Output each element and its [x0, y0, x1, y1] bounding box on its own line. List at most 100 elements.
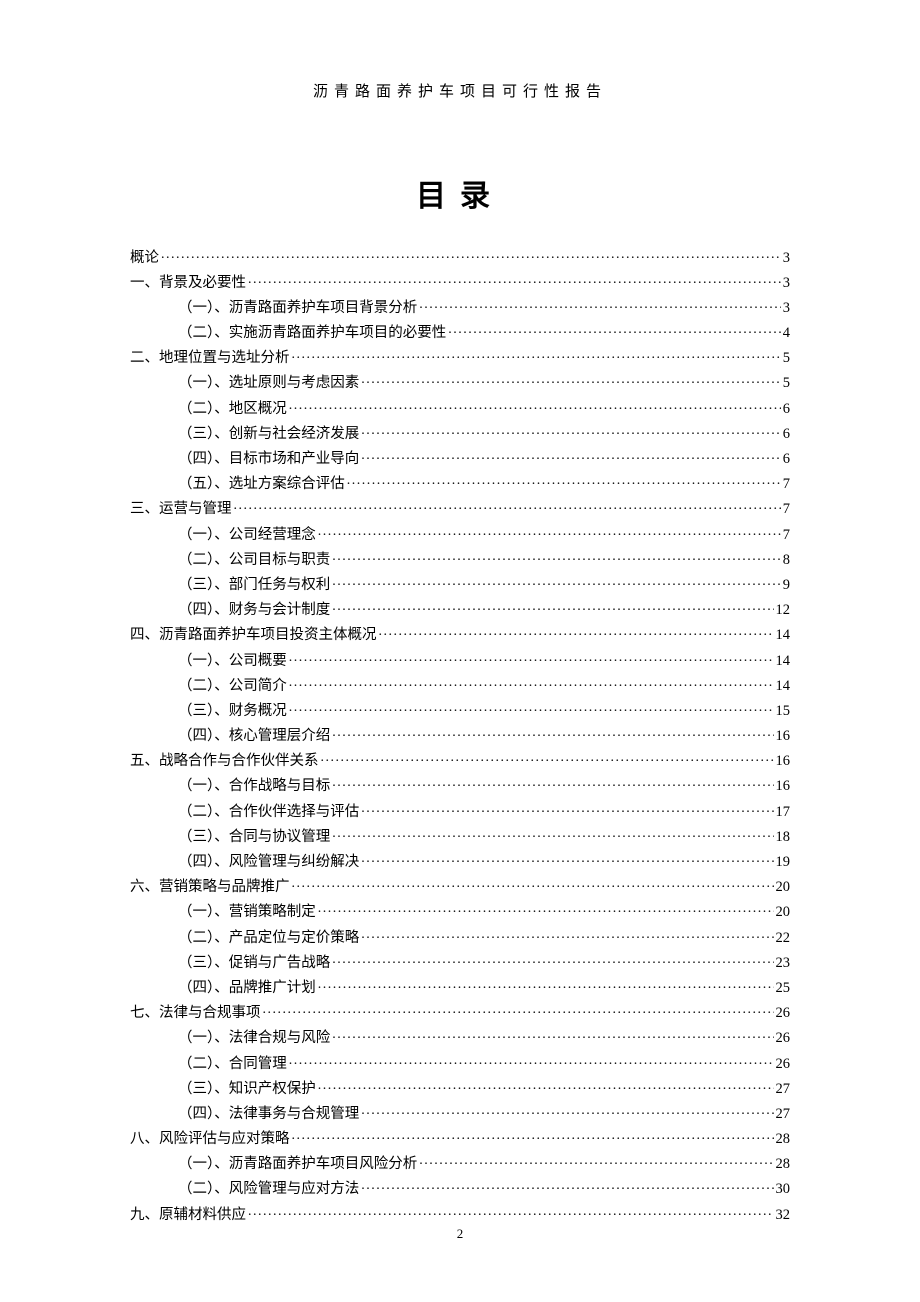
toc-entry-label: （二）、实施沥青路面养护车项目的必要性 [178, 326, 446, 341]
toc-entry-label: （三）、财务概况 [178, 704, 287, 719]
toc-entry-page: 26 [776, 1006, 791, 1021]
toc-entry-label: （四）、财务与会计制度 [178, 603, 330, 618]
toc-entry: 六、营销策略与品牌推广 20 [130, 877, 790, 895]
toc-entry-page: 3 [783, 301, 790, 316]
toc-entry: （二）、实施沥青路面养护车项目的必要性 4 [130, 323, 790, 341]
toc-entry-label: （二）、合同管理 [178, 1057, 287, 1072]
toc-entry-page: 4 [783, 326, 790, 341]
toc-dots [332, 600, 773, 615]
toc-dots [419, 1154, 773, 1169]
toc-entry: （二）、公司简介 14 [130, 675, 790, 693]
toc-entry-label: （一）、沥青路面养护车项目背景分析 [178, 301, 417, 316]
toc-entry-label: 二、地理位置与选址分析 [130, 351, 290, 366]
toc-dots [248, 1204, 774, 1219]
toc-entry-page: 14 [776, 679, 791, 694]
toc-entry-label: （一）、选址原则与考虑因素 [178, 376, 359, 391]
toc-dots [361, 373, 781, 388]
toc-entry-page: 16 [776, 754, 791, 769]
toc-entry: （一）、沥青路面养护车项目风险分析 28 [130, 1154, 790, 1172]
toc-entry-label: （三）、知识产权保护 [178, 1082, 316, 1097]
toc-entry-label: 八、风险评估与应对策略 [130, 1132, 290, 1147]
toc-entry-page: 26 [776, 1031, 791, 1046]
toc-entry: 九、原辅材料供应32 [130, 1204, 790, 1222]
toc-entry-label: （三）、创新与社会经济发展 [178, 427, 359, 442]
toc-entry-page: 26 [776, 1057, 791, 1072]
toc-entry: （三）、创新与社会经济发展6 [130, 423, 790, 441]
document-header: 沥青路面养护车项目可行性报告 [130, 80, 790, 101]
toc-dots [292, 348, 781, 363]
toc-entry-page: 14 [776, 628, 791, 643]
toc-entry-page: 28 [776, 1157, 791, 1172]
toc-dots [289, 675, 774, 690]
toc-dots [332, 549, 781, 564]
toc-dots [332, 776, 773, 791]
toc-entry-label: （二）、地区概况 [178, 402, 287, 417]
toc-entry: （一）、公司概要14 [130, 650, 790, 668]
toc-dots [379, 625, 774, 640]
toc-entry: （三）、财务概况15 [130, 700, 790, 718]
toc-entry-label: （二）、公司目标与职责 [178, 553, 330, 568]
toc-dots [289, 398, 781, 413]
toc-entry-label: （三）、合同与协议管理 [178, 830, 330, 845]
toc-entry-label: （三）、部门任务与权利 [178, 578, 330, 593]
toc-entry: （四）、法律事务与合规管理27 [130, 1103, 790, 1121]
toc-entry-label: （二）、风险管理与应对方法 [178, 1182, 359, 1197]
toc-dots [332, 726, 773, 741]
toc-entry: （五）、选址方案综合评估 7 [130, 474, 790, 492]
toc-entry-label: （五）、选址方案综合评估 [178, 477, 345, 492]
toc-entry: 七、法律与合规事项 26 [130, 1003, 790, 1021]
toc-entry-page: 5 [783, 351, 790, 366]
toc-entry-label: （一）、公司经营理念 [178, 528, 316, 543]
toc-entry: （一）、合作战略与目标16 [130, 776, 790, 794]
toc-entry-page: 23 [776, 956, 791, 971]
toc-entry: 三、运营与管理7 [130, 499, 790, 517]
toc-dots [161, 247, 781, 262]
toc-entry: （一）、沥青路面养护车项目背景分析 3 [130, 297, 790, 315]
toc-dots [292, 877, 774, 892]
toc-dots [332, 1028, 773, 1043]
toc-entry: （二）、合作伙伴选择与评估 17 [130, 801, 790, 819]
toc-entry-page: 18 [776, 830, 791, 845]
toc-entry-label: （四）、目标市场和产业导向 [178, 452, 359, 467]
toc-entry: （四）、核心管理层介绍16 [130, 726, 790, 744]
toc-entry: （三）、知识产权保护27 [130, 1078, 790, 1096]
toc-entry: （三）、部门任务与权利9 [130, 574, 790, 592]
toc-entry-label: 七、法律与合规事项 [130, 1006, 261, 1021]
toc-dots [234, 499, 781, 514]
toc-dots [361, 852, 773, 867]
toc-entry: （一）、公司经营理念 7 [130, 524, 790, 542]
toc-entry-page: 3 [783, 276, 790, 291]
toc-entry-page: 7 [783, 528, 790, 543]
toc-entry-label: （一）、法律合规与风险 [178, 1031, 330, 1046]
toc-entry-page: 17 [776, 805, 791, 820]
toc-dots [289, 700, 774, 715]
toc-dots [318, 524, 781, 539]
toc-entry: 五、战略合作与合作伙伴关系16 [130, 751, 790, 769]
page-number: 2 [0, 1226, 920, 1242]
toc-entry: （一）、法律合规与风险 26 [130, 1028, 790, 1046]
toc-entry-page: 22 [776, 931, 791, 946]
toc-entry: （二）、合同管理 26 [130, 1053, 790, 1071]
toc-entry: （四）、目标市场和产业导向6 [130, 449, 790, 467]
toc-entry: （三）、合同与协议管理 18 [130, 826, 790, 844]
toc-dots [361, 1103, 773, 1118]
toc-entry-page: 20 [776, 880, 791, 895]
toc-entry-page: 7 [783, 477, 790, 492]
toc-entry-page: 3 [783, 251, 790, 266]
toc-dots [332, 952, 773, 967]
toc-entry: 四、沥青路面养护车项目投资主体概况14 [130, 625, 790, 643]
toc-dots [332, 574, 781, 589]
toc-entry-label: （四）、法律事务与合规管理 [178, 1107, 359, 1122]
toc-entry-label: （二）、公司简介 [178, 679, 287, 694]
page-container: 沥青路面养护车项目可行性报告 目录 概论3一、背景及必要性3（一）、沥青路面养护… [0, 0, 920, 1302]
toc-dots [318, 1078, 774, 1093]
toc-entry-label: （一）、沥青路面养护车项目风险分析 [178, 1157, 417, 1172]
toc-entry-label: 六、营销策略与品牌推广 [130, 880, 290, 895]
toc-entry-label: 九、原辅材料供应 [130, 1208, 246, 1223]
toc-entry-label: （四）、风险管理与纠纷解决 [178, 855, 359, 870]
toc-dots [263, 1003, 774, 1018]
toc-entry: （二）、风险管理与应对方法30 [130, 1179, 790, 1197]
toc-dots [448, 323, 781, 338]
toc-entry-label: （二）、合作伙伴选择与评估 [178, 805, 359, 820]
toc-dots [361, 423, 781, 438]
